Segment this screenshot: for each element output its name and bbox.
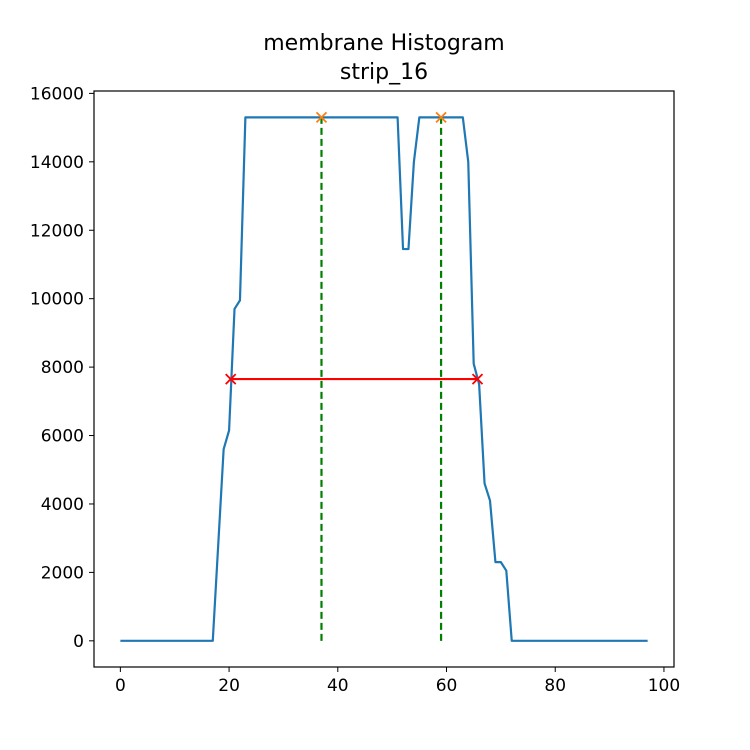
x-tick-label: 20 [218,676,240,696]
y-tick-label: 8000 [41,358,84,378]
y-tick-label: 2000 [41,563,84,583]
y-tick-label: 16000 [30,84,84,104]
chart-title: membrane Histogram [263,31,504,56]
x-tick-label: 60 [436,676,458,696]
y-tick-label: 10000 [30,290,84,310]
peak-marker-1 [315,111,328,123]
y-tick-label: 12000 [30,221,84,241]
histogram-series-line [120,116,648,642]
peak-marker-2 [435,111,447,123]
width-marker-right [471,373,484,385]
y-tick-label: 14000 [30,153,84,173]
x-tick-label: 0 [115,676,126,696]
x-tick-label: 100 [648,676,680,696]
axes: 0 20 40 60 80 100 0 2000 4000 6000 8000 10000 12000 1… [30,84,680,696]
x-tick-label: 80 [544,676,566,696]
plot-area [120,111,648,642]
axes-frame [93,90,675,668]
y-tick-label: 4000 [41,495,84,515]
y-tick-label: 6000 [41,427,84,447]
y-tick-label: 0 [73,632,84,652]
width-marker-left [225,373,237,385]
x-tick-label: 40 [327,676,349,696]
chart-subtitle: strip_16 [340,60,428,85]
